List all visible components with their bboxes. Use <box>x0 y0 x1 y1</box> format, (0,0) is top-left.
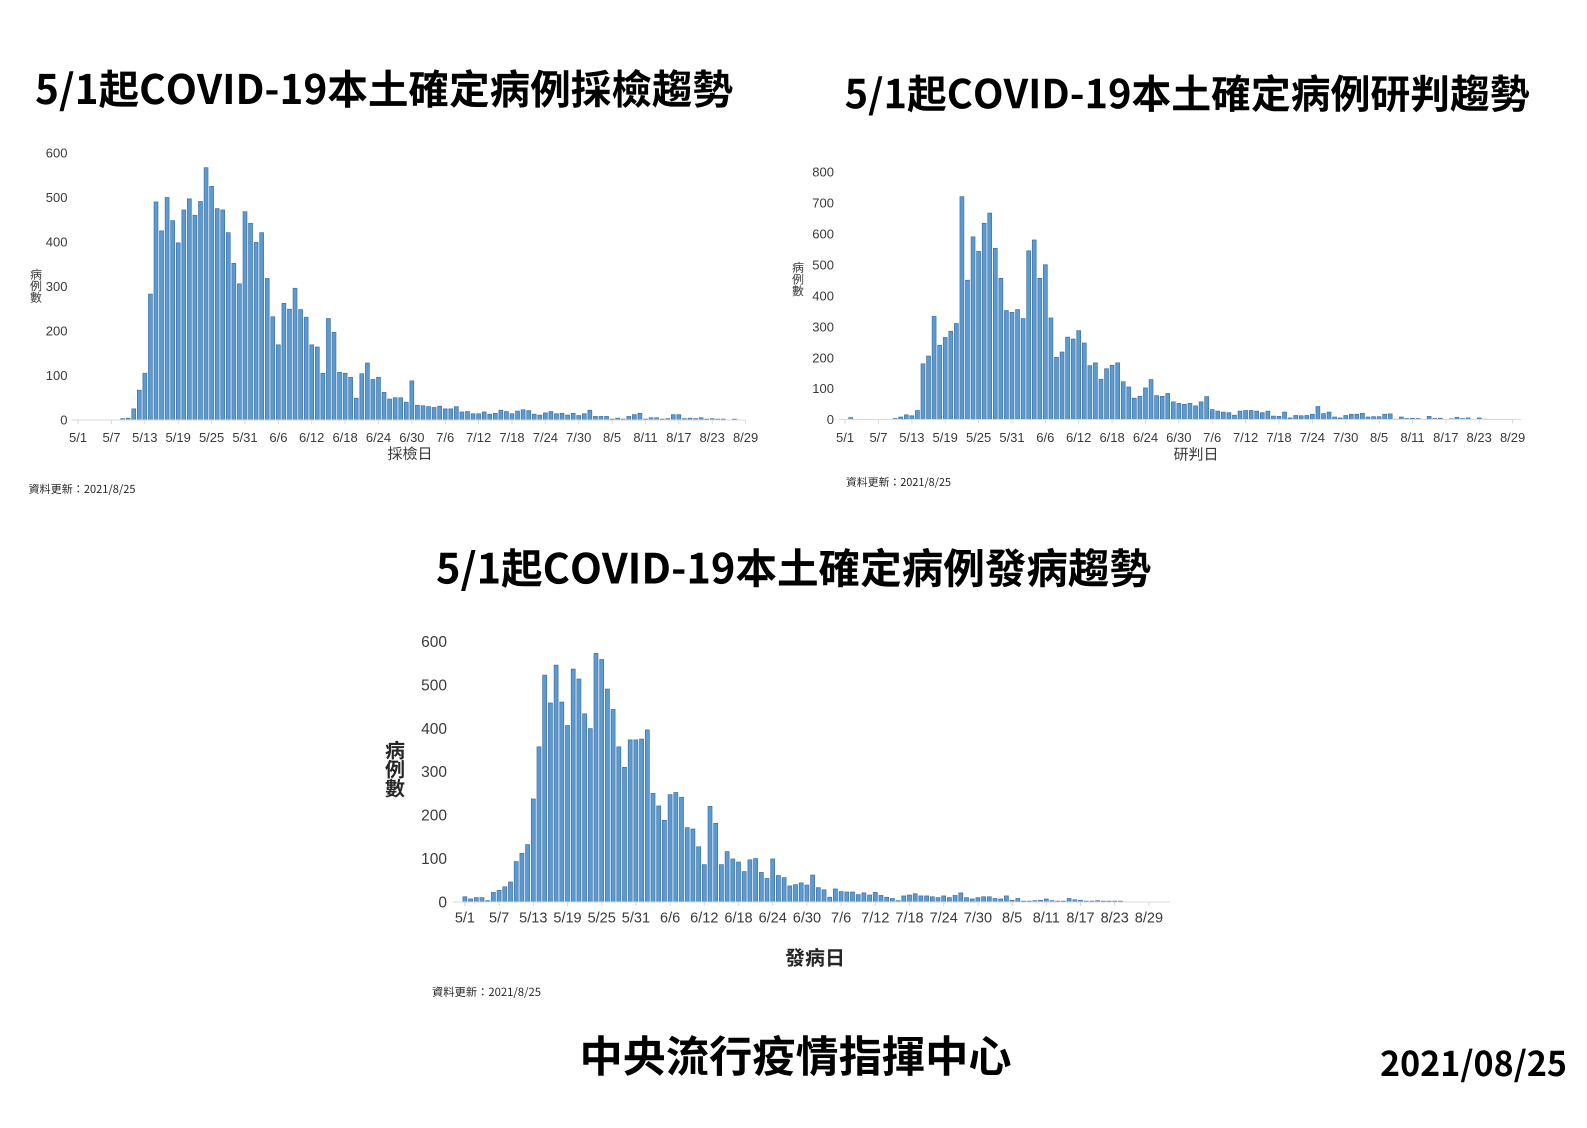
svg-text:7/24: 7/24 <box>533 430 558 445</box>
svg-text:8/5: 8/5 <box>603 430 621 445</box>
svg-text:700: 700 <box>812 196 834 211</box>
svg-text:7/12: 7/12 <box>861 911 889 927</box>
svg-text:6/24: 6/24 <box>759 911 787 927</box>
svg-text:6/18: 6/18 <box>332 430 357 445</box>
svg-text:5/13: 5/13 <box>132 430 157 445</box>
svg-text:7/30: 7/30 <box>1333 430 1358 445</box>
svg-text:400: 400 <box>421 721 447 738</box>
svg-text:8/11: 8/11 <box>1400 430 1424 445</box>
svg-text:5/19: 5/19 <box>166 430 191 445</box>
svg-text:5/25: 5/25 <box>966 430 991 445</box>
svg-text:8/29: 8/29 <box>1135 911 1163 927</box>
svg-text:6/18: 6/18 <box>1099 430 1124 445</box>
svg-text:200: 200 <box>421 808 447 825</box>
svg-text:6/30: 6/30 <box>793 911 821 927</box>
svg-text:800: 800 <box>812 165 834 180</box>
svg-text:500: 500 <box>421 677 447 694</box>
svg-text:6/12: 6/12 <box>1066 430 1091 445</box>
svg-text:8/5: 8/5 <box>1370 430 1388 445</box>
svg-text:7/24: 7/24 <box>930 911 958 927</box>
svg-text:600: 600 <box>812 227 834 242</box>
svg-text:8/23: 8/23 <box>700 430 725 445</box>
svg-text:8/5: 8/5 <box>1002 911 1022 927</box>
svg-text:5/1: 5/1 <box>836 430 854 445</box>
svg-text:6/18: 6/18 <box>724 911 752 927</box>
svg-text:400: 400 <box>46 235 68 250</box>
svg-text:300: 300 <box>46 279 68 294</box>
svg-text:5/19: 5/19 <box>553 911 581 927</box>
svg-text:6/6: 6/6 <box>660 911 680 927</box>
svg-text:8/11: 8/11 <box>1033 911 1060 927</box>
svg-text:8/17: 8/17 <box>1433 430 1458 445</box>
svg-text:500: 500 <box>812 257 834 272</box>
svg-text:7/18: 7/18 <box>895 911 923 927</box>
svg-text:5/31: 5/31 <box>622 911 650 927</box>
svg-text:5/7: 5/7 <box>102 430 120 445</box>
svg-text:300: 300 <box>812 319 834 334</box>
svg-text:7/18: 7/18 <box>499 430 524 445</box>
svg-text:8/23: 8/23 <box>1101 911 1129 927</box>
svg-text:100: 100 <box>46 368 68 383</box>
svg-text:7/12: 7/12 <box>1233 430 1258 445</box>
svg-text:8/17: 8/17 <box>666 430 691 445</box>
svg-text:7/6: 7/6 <box>436 430 454 445</box>
svg-text:7/6: 7/6 <box>831 911 851 927</box>
svg-text:0: 0 <box>60 413 67 428</box>
svg-text:6/12: 6/12 <box>690 911 718 927</box>
svg-text:6/12: 6/12 <box>299 430 324 445</box>
svg-text:200: 200 <box>46 324 68 339</box>
svg-text:5/13: 5/13 <box>899 430 924 445</box>
svg-text:7/18: 7/18 <box>1266 430 1291 445</box>
svg-text:100: 100 <box>421 851 447 868</box>
svg-text:300: 300 <box>421 764 447 781</box>
svg-text:5/31: 5/31 <box>999 430 1024 445</box>
svg-text:7/12: 7/12 <box>466 430 491 445</box>
svg-text:8/17: 8/17 <box>1066 911 1094 927</box>
svg-text:6/30: 6/30 <box>1166 430 1191 445</box>
svg-text:5/7: 5/7 <box>489 911 509 927</box>
svg-text:100: 100 <box>812 381 834 396</box>
svg-text:6/24: 6/24 <box>1133 430 1158 445</box>
svg-text:5/19: 5/19 <box>933 430 958 445</box>
svg-text:5/25: 5/25 <box>199 430 224 445</box>
svg-text:600: 600 <box>421 634 447 651</box>
svg-text:8/29: 8/29 <box>733 430 758 445</box>
svg-text:8/11: 8/11 <box>633 430 657 445</box>
svg-text:7/30: 7/30 <box>566 430 591 445</box>
svg-text:5/7: 5/7 <box>869 430 887 445</box>
svg-text:7/30: 7/30 <box>964 911 992 927</box>
svg-text:0: 0 <box>438 895 447 912</box>
svg-text:600: 600 <box>46 146 68 161</box>
svg-text:6/6: 6/6 <box>269 430 287 445</box>
svg-text:8/23: 8/23 <box>1467 430 1492 445</box>
svg-text:5/13: 5/13 <box>519 911 547 927</box>
svg-text:400: 400 <box>812 288 834 303</box>
svg-text:6/30: 6/30 <box>399 430 424 445</box>
svg-text:5/25: 5/25 <box>588 911 616 927</box>
svg-text:7/24: 7/24 <box>1300 430 1325 445</box>
svg-text:0: 0 <box>827 412 834 427</box>
svg-text:8/29: 8/29 <box>1500 430 1525 445</box>
svg-text:5/1: 5/1 <box>69 430 87 445</box>
svg-text:200: 200 <box>812 350 834 365</box>
svg-text:6/24: 6/24 <box>366 430 391 445</box>
svg-text:500: 500 <box>46 190 68 205</box>
svg-text:6/6: 6/6 <box>1036 430 1054 445</box>
svg-text:5/31: 5/31 <box>232 430 257 445</box>
svg-text:5/1: 5/1 <box>455 911 475 927</box>
svg-text:7/6: 7/6 <box>1203 430 1221 445</box>
